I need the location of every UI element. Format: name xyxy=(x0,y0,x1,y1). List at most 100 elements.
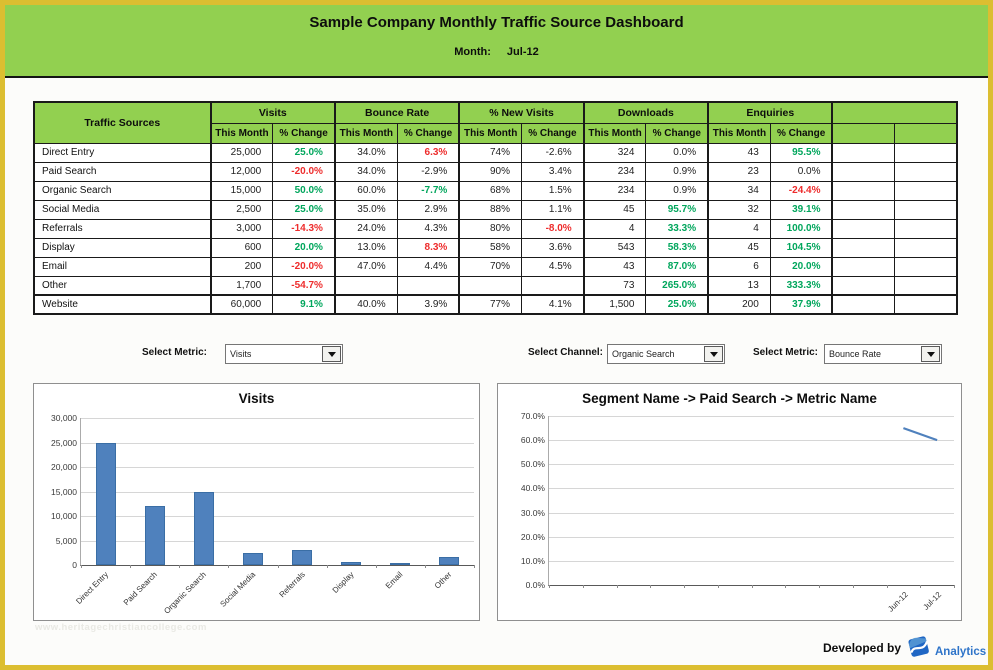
gridline xyxy=(549,416,954,417)
sub-header: % Change xyxy=(769,122,833,144)
row-label: Organic Search xyxy=(33,180,212,201)
x-tick xyxy=(751,585,753,588)
cell: 45 xyxy=(582,199,647,220)
cell: 8.3% xyxy=(396,237,460,258)
y-tick-label: 50.0% xyxy=(520,459,545,470)
cell: 200 xyxy=(209,256,274,277)
bar xyxy=(292,550,313,565)
cell: 0.9% xyxy=(645,161,709,182)
cell xyxy=(894,275,958,296)
developed-by-label: Developed by xyxy=(823,641,902,655)
channel-dropdown-value: Organic Search xyxy=(612,349,675,359)
row-label: Email xyxy=(33,256,212,277)
chevron-down-icon xyxy=(327,351,336,357)
table-row: Other 1,700 -54.7% 73 265.0% 13 333.3% xyxy=(33,275,958,296)
channel-dropdown[interactable]: Organic Search xyxy=(607,344,725,364)
sub-header: % Change xyxy=(272,122,336,144)
x-tick xyxy=(616,585,618,588)
bar xyxy=(390,563,411,565)
gridline xyxy=(549,512,954,514)
x-tick xyxy=(650,585,652,588)
x-tick xyxy=(474,565,475,568)
traffic-sources-table: Traffic Sources Visits Bounce Rate% New Vi… xyxy=(33,101,958,315)
metric-dropdown-1-button[interactable] xyxy=(322,346,341,362)
cell: 4.1% xyxy=(521,294,585,315)
cell xyxy=(894,161,958,182)
gridline xyxy=(549,464,954,466)
chevron-down-icon xyxy=(926,351,935,357)
metric-dropdown-2-button[interactable] xyxy=(921,346,940,362)
group-header: % New Visits xyxy=(458,101,585,124)
cell: 4 xyxy=(707,218,771,239)
sub-header: % Change xyxy=(645,122,709,144)
metric-dropdown-2[interactable]: Bounce Rate xyxy=(824,344,942,364)
cell: 104.5% xyxy=(769,237,833,258)
cell: 33.3% xyxy=(645,218,709,239)
sub-header: This Month xyxy=(209,122,274,144)
select-metric-label-2: Select Metric: xyxy=(752,347,818,358)
cell xyxy=(458,275,523,296)
cell: 74% xyxy=(458,142,523,163)
gridline xyxy=(549,440,954,442)
gridline xyxy=(549,536,954,538)
visits-bar-chart: Visits 0 5,000 10,000 15,000 20,000 25,000 30,… xyxy=(33,383,480,621)
bar-chart-title: Visits xyxy=(238,391,275,406)
x-tick xyxy=(785,585,787,588)
trend-line xyxy=(903,427,938,442)
cell: 43 xyxy=(707,142,771,163)
x-tick-label: Social Media xyxy=(218,570,258,609)
sub-header: This Month xyxy=(458,122,523,144)
cell: 34.0% xyxy=(333,142,398,163)
cell: 4.3% xyxy=(396,218,460,239)
x-tick xyxy=(424,565,426,568)
channel-dropdown-button[interactable] xyxy=(704,346,723,362)
cell: 95.7% xyxy=(645,199,709,220)
cell: 12,000 xyxy=(209,161,274,182)
cell: 40.0% xyxy=(333,294,398,315)
x-tick xyxy=(886,585,888,588)
x-tick xyxy=(852,585,854,588)
cell: 20.0% xyxy=(769,256,833,277)
cell: 58% xyxy=(458,237,523,258)
cell: 100.0% xyxy=(769,218,833,239)
cell: 88% xyxy=(458,199,523,220)
gridline xyxy=(81,467,474,468)
y-tick-label: 15,000 xyxy=(51,486,77,497)
cell: 600 xyxy=(209,237,274,258)
bar xyxy=(193,491,214,565)
gridline xyxy=(81,516,474,517)
metric-dropdown-1[interactable]: Visits xyxy=(225,344,343,364)
analytics-logo-icon xyxy=(908,636,929,657)
cell: 39.1% xyxy=(769,199,833,220)
bar xyxy=(95,442,116,565)
cell: -2.9% xyxy=(396,161,460,182)
cell: 43 xyxy=(582,256,647,277)
bar xyxy=(242,552,263,565)
watermark-text: www.heritagechristiancollege.com xyxy=(35,622,207,633)
y-tick-label: 60.0% xyxy=(520,435,545,446)
cell: 68% xyxy=(458,180,523,201)
sub-header xyxy=(894,122,958,144)
cell: 4.4% xyxy=(396,256,460,277)
cell: 47.0% xyxy=(333,256,398,277)
cell xyxy=(894,294,958,315)
cell xyxy=(396,275,460,296)
cell: 23 xyxy=(707,161,771,182)
cell: 1,700 xyxy=(209,275,274,296)
gridline xyxy=(81,418,474,419)
bar xyxy=(439,556,460,565)
cell xyxy=(831,218,896,239)
x-tick xyxy=(130,565,132,568)
cell: 25,000 xyxy=(209,142,274,163)
x-tick xyxy=(582,585,584,588)
y-tick-label: 10,000 xyxy=(51,511,77,521)
cell: 324 xyxy=(582,142,647,163)
cell: 35.0% xyxy=(333,199,398,220)
cell: 90% xyxy=(458,161,523,182)
gridline xyxy=(549,488,954,490)
cell: 60,000 xyxy=(209,294,274,315)
group-header xyxy=(831,101,958,124)
cell: -20.0% xyxy=(272,161,336,182)
cell: 3.4% xyxy=(521,161,585,182)
cell xyxy=(894,218,958,239)
